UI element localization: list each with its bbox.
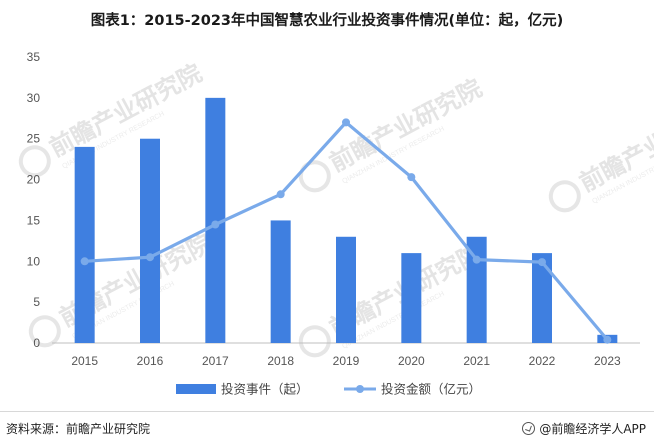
line-point [472,255,481,264]
watermark-logo-icon [18,145,51,178]
legend-bar-label: 投资事件（起） [221,382,309,397]
brand-credit: @前瞻经济学人APP [522,420,646,437]
axes: 0 5 10 15 20 25 30 35 2015 2016 2017 2018 2019 2020 20… [27,50,640,368]
x-tick-label: 2018 [267,354,294,368]
legend-line-label: 投资金额（亿元） [381,382,481,397]
line-point [80,257,89,266]
brand-logo-icon [522,422,536,435]
y-tick-label: 5 [33,295,40,309]
source-note: 资料来源：前瞻产业研究院 [6,422,151,436]
bar [74,146,95,343]
watermark-logo-icon [298,160,331,193]
footer: 资料来源：前瞻产业研究院 @前瞻经济学人APP [0,411,654,445]
y-tick-label: 10 [27,254,41,268]
brand-text: @前瞻经济学人APP [539,422,646,436]
bar [205,97,226,343]
legend-line-marker [356,385,364,393]
x-tick-label: 2019 [333,354,360,368]
x-tick-label: 2015 [71,354,98,368]
legend: 投资事件（起） 投资金额（亿元） [176,382,481,397]
chart-title: 图表1：2015-2023年中国智慧农业行业投资事件情况(单位：起，亿元) [90,13,564,29]
y-tick-label: 20 [27,173,41,187]
line-point [538,258,546,267]
bar [401,253,422,343]
line-point [146,253,154,262]
bar [140,138,160,343]
line-point [276,190,285,199]
watermark-logo-icon [28,315,61,348]
line-point [407,173,416,182]
y-tick-label: 30 [27,91,41,105]
x-tick-label: 2016 [137,354,164,368]
x-tick-label: 2022 [529,354,556,368]
line-point [603,335,612,344]
bar-series [74,97,618,343]
x-tick-label: 2023 [594,354,621,368]
watermark-logo-icon [548,180,581,213]
x-tick-label: 2021 [463,354,490,368]
bar [270,220,291,343]
line-point [211,220,220,229]
bar [466,236,487,343]
x-tick-label: 2017 [202,354,229,368]
line-series [80,118,612,344]
y-tick-label: 25 [27,132,41,146]
legend-bar-swatch [176,384,216,394]
y-tick-label: 0 [33,336,40,350]
line-point [342,118,350,127]
y-tick-label: 15 [27,213,41,227]
bar [532,253,552,343]
bar [336,236,356,343]
y-tick-label: 35 [27,50,41,64]
watermark-text: 前瞻产业研究院 [575,94,654,198]
watermark-logo-icon [298,325,331,358]
watermark-text: 前瞻产业研究院 [45,59,206,163]
x-tick-label: 2020 [398,354,425,368]
